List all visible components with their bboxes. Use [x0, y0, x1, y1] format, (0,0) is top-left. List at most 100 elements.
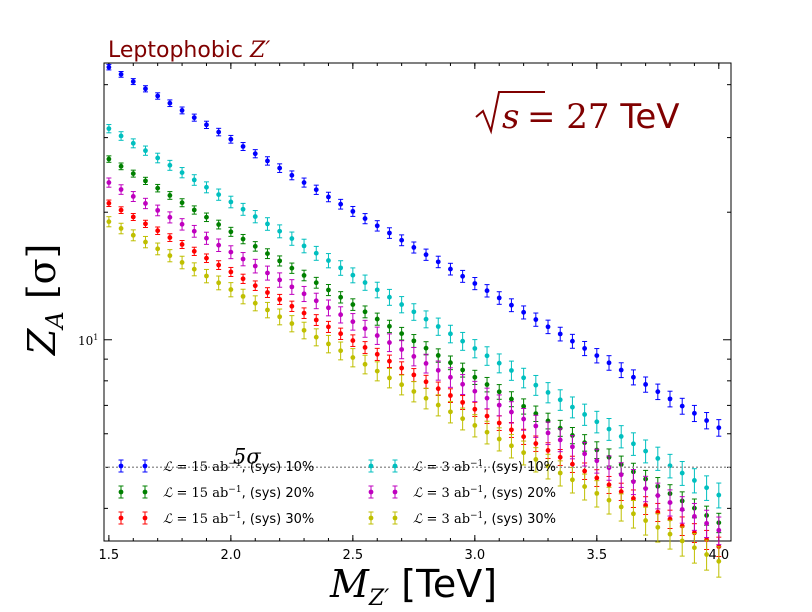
- data-point: [216, 222, 222, 227]
- data-point: [557, 425, 563, 431]
- data-point: [692, 478, 697, 483]
- data-point: [240, 206, 246, 212]
- data-point: [484, 413, 490, 419]
- data-point: [545, 448, 551, 453]
- data-point: [338, 331, 344, 337]
- data-point: [460, 381, 466, 387]
- data-point: [191, 115, 197, 121]
- data-point: [228, 136, 234, 142]
- data-point: [692, 530, 697, 536]
- data-point: [130, 79, 136, 84]
- data-point: [423, 252, 429, 258]
- data-point: [557, 454, 563, 460]
- data-point: [448, 393, 453, 398]
- svg-text:= 27 TeV: = 27 TeV: [527, 97, 680, 137]
- data-point: [216, 242, 222, 248]
- data-point: [143, 86, 148, 92]
- data-point: [167, 100, 173, 106]
- data-point: [228, 287, 234, 292]
- data-point: [448, 360, 453, 366]
- data-point: [509, 409, 514, 415]
- data-point: [423, 316, 429, 322]
- data-point: [570, 444, 575, 450]
- data-point: [374, 287, 380, 293]
- data-point: [387, 230, 392, 236]
- data-point: [411, 309, 417, 315]
- data-point: [155, 207, 161, 213]
- data-point: [252, 263, 258, 269]
- series-0: [106, 63, 722, 437]
- data-point: [460, 273, 466, 279]
- data-point: [594, 458, 600, 464]
- data-point: [423, 395, 429, 401]
- data-point: [582, 345, 588, 351]
- data-point: [167, 162, 173, 168]
- data-point: [313, 250, 319, 256]
- legend-marker-dot: [368, 463, 374, 469]
- legend-entry: ℒ = 3 ab−1, (sys) 30%: [368, 511, 556, 527]
- data-point: [204, 214, 209, 220]
- data-point: [179, 242, 185, 247]
- data-point: [618, 367, 624, 373]
- legend-label: ℒ = 3 ab−1, (sys) 30%: [413, 511, 556, 527]
- series-4: [106, 177, 722, 546]
- data-point: [679, 470, 685, 476]
- data-point: [301, 180, 307, 185]
- data-point: [411, 389, 417, 394]
- legend-label: ℒ = 15 ab−1, (sys) 20%: [163, 485, 314, 501]
- data-point: [557, 437, 563, 443]
- data-point: [301, 327, 307, 333]
- data-point: [204, 255, 209, 261]
- data-point: [350, 302, 356, 307]
- data-point: [533, 457, 539, 462]
- data-point: [606, 426, 612, 432]
- data-point: [594, 419, 600, 425]
- legend-entry: ℒ = 3 ab−1, (sys) 10%: [368, 459, 556, 475]
- data-point: [313, 298, 319, 304]
- data-point: [106, 200, 112, 206]
- data-point: [716, 492, 722, 498]
- data-point: [472, 374, 478, 380]
- data-point: [191, 266, 197, 272]
- data-point: [277, 277, 283, 283]
- legend-label: ℒ = 3 ab−1, (sys) 10%: [413, 459, 556, 475]
- data-point: [472, 281, 478, 286]
- data-point: [704, 485, 710, 491]
- data-point: [118, 226, 124, 231]
- data-point: [130, 232, 136, 238]
- data-point: [435, 367, 441, 373]
- data-point: [326, 324, 331, 330]
- data-point: [118, 133, 124, 139]
- data-point: [411, 245, 417, 250]
- data-point: [326, 287, 331, 293]
- data-point: [472, 388, 478, 394]
- data-point: [533, 441, 539, 446]
- data-point: [374, 351, 380, 357]
- y-tick-label: 101: [78, 333, 98, 348]
- data-point: [362, 280, 368, 285]
- legend-label: ℒ = 15 ab−1, (sys) 10%: [163, 459, 314, 475]
- data-point: [448, 331, 453, 337]
- legend-entry: ℒ = 15 ab−1, (sys) 20%: [118, 485, 314, 501]
- data-point: [179, 260, 185, 265]
- data-point: [289, 303, 295, 309]
- data-point: [521, 416, 527, 422]
- legend-marker-dot: [368, 515, 374, 521]
- data-point: [618, 434, 624, 439]
- data-point: [374, 368, 380, 374]
- data-point: [301, 273, 307, 278]
- data-point: [557, 397, 563, 403]
- data-point: [655, 456, 661, 461]
- data-point: [679, 507, 685, 512]
- data-point: [289, 172, 295, 178]
- data-point: [350, 272, 356, 278]
- data-point: [240, 236, 246, 242]
- data-point: [252, 214, 258, 219]
- data-point: [484, 288, 490, 294]
- data-point: [667, 396, 673, 402]
- data-point: [350, 319, 356, 325]
- data-point: [362, 345, 368, 350]
- data-point: [460, 399, 466, 405]
- data-point: [191, 207, 197, 213]
- data-point: [509, 427, 514, 433]
